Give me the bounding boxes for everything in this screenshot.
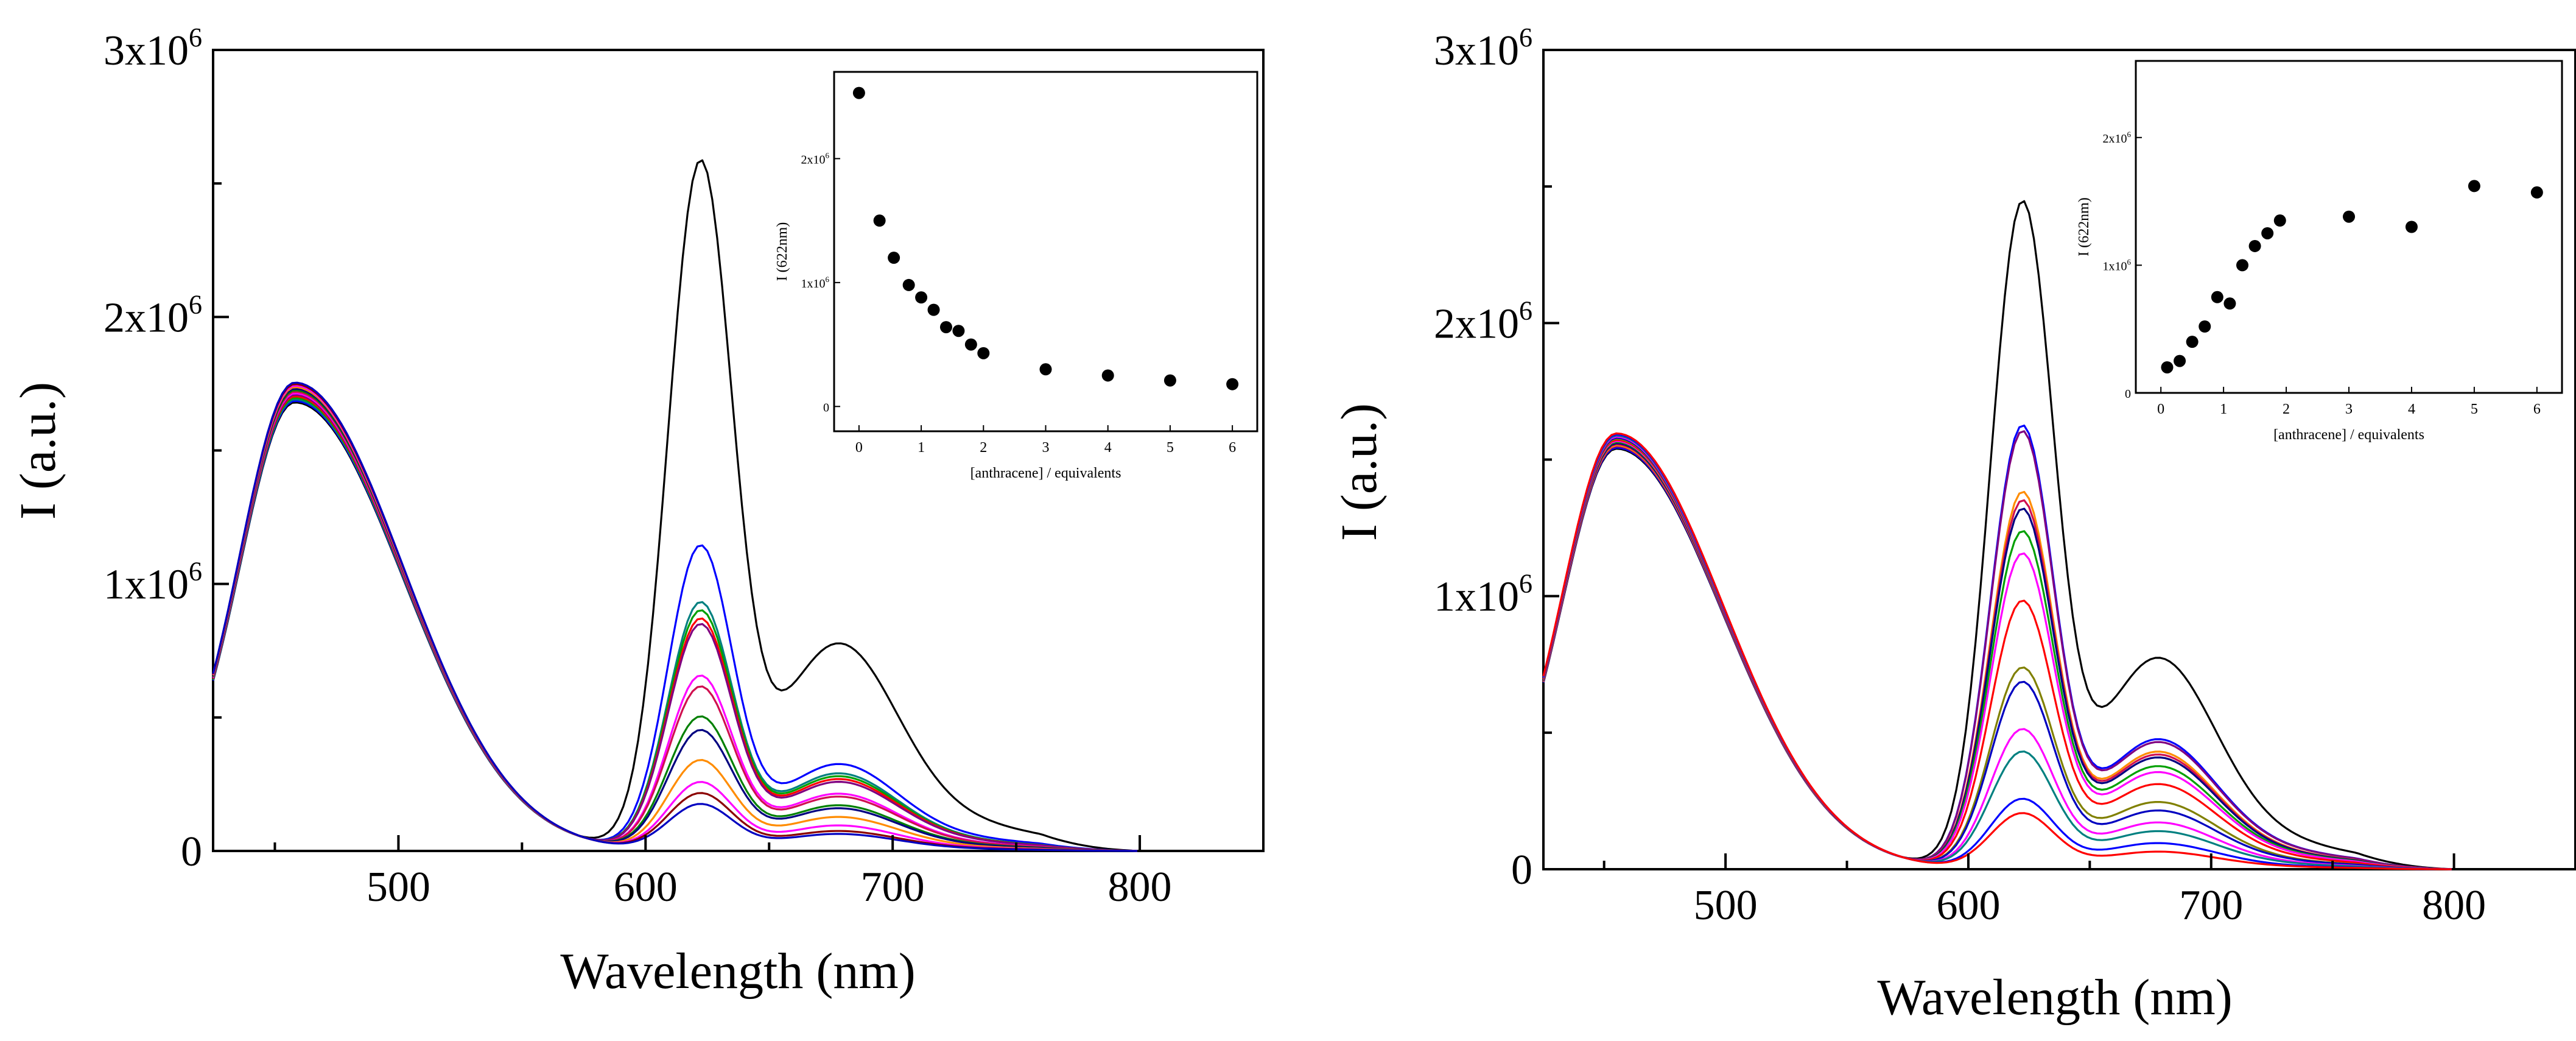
left-inset-data-point <box>1039 363 1052 376</box>
left-inset-data-point <box>977 347 990 359</box>
right-inset-data-point <box>2405 221 2418 233</box>
left-inset-frame <box>833 71 1258 432</box>
left-inset-y-label: I (622nm) <box>774 222 790 281</box>
left-inset-y-tick-label: 2x106 <box>801 150 830 166</box>
right-inset-data-point <box>2161 361 2174 374</box>
right-inset-data-point <box>2236 259 2248 272</box>
left-inset-plot: 0 1 2 3 4 5 6 0 1x106 2x106 [anthracene] / equival… <box>774 71 1258 481</box>
left-inset-data-point <box>964 338 977 351</box>
right-inset-x-tick-label: 3 <box>2345 401 2353 417</box>
right-inset-x-tick-label: 1 <box>2220 401 2227 417</box>
left-y-axis-label: I (a.u.) <box>10 382 66 520</box>
left-inset-data-point <box>1163 374 1176 387</box>
right-y-tick-label: 3x106 <box>1434 23 1532 74</box>
left-x-tick-label: 800 <box>1108 864 1172 911</box>
right-inset-x-tick-label: 0 <box>2157 401 2164 417</box>
right-inset-x-tick-label: 5 <box>2471 401 2478 417</box>
right-inset-x-tick-label: 6 <box>2533 401 2541 417</box>
right-inset-frame <box>2135 60 2563 394</box>
left-inset-data-point <box>952 325 965 337</box>
left-series-line <box>212 381 1137 852</box>
right-inset-x-label: [anthracene] / equivalents <box>2273 427 2424 443</box>
right-inset-plot: 0 1 2 3 4 5 6 0 1x106 2x106 [anthracene] / equival… <box>2076 60 2563 443</box>
right-inset-data-point <box>2248 239 2261 252</box>
left-y-tick-label: 3x106 <box>104 23 202 74</box>
left-inset-x-tick-label: 0 <box>855 440 863 456</box>
left-inset-data-point <box>927 303 940 316</box>
left-series-layer <box>212 159 1138 852</box>
left-inset-data-point <box>939 321 952 334</box>
right-y-ticks: 0 1x106 2x106 3x106 <box>1434 23 1559 894</box>
left-inset-x-tick-label: 3 <box>1042 440 1050 456</box>
right-inset-x-tick-label: 4 <box>2408 401 2415 417</box>
left-y-tick-label: 1x106 <box>104 557 202 609</box>
right-inset-data-point <box>2468 180 2480 192</box>
right-inset-y-tick-label: 2x106 <box>2103 130 2132 146</box>
right-inset-data-point <box>2186 336 2199 348</box>
right-x-axis-label: Wavelength (nm) <box>1877 969 2232 1026</box>
right-inset-data-point <box>2211 291 2223 303</box>
right-y-tick-label: 0 <box>1511 847 1532 894</box>
left-inset-x-label: [anthracene] / equivalents <box>970 465 1121 481</box>
right-inset-y-tick-label: 1x106 <box>2103 257 2132 273</box>
left-x-ticks: 500 600 700 800 <box>273 835 1265 911</box>
right-inset-data-point <box>2261 227 2274 239</box>
left-inset-data-point <box>1226 378 1239 390</box>
left-inset-y-tick-label: 0 <box>823 401 829 414</box>
left-inset-data-point <box>852 86 865 99</box>
right-x-ticks: 500 600 700 800 <box>1602 853 2576 929</box>
right-x-tick-label: 700 <box>2179 882 2243 929</box>
left-inset-x-tick-label: 1 <box>918 440 925 456</box>
right-inset-data-point <box>2273 214 2286 227</box>
right-y-tick-label: 1x106 <box>1434 569 1532 621</box>
left-y-tick-label: 0 <box>181 828 202 875</box>
right-inset-data-point <box>2199 320 2211 333</box>
left-inset-x-tick-label: 6 <box>1229 440 1236 456</box>
left-inset-x-tick-label: 4 <box>1104 440 1112 456</box>
right-series-line <box>1542 432 2452 870</box>
right-inset-data-point <box>2343 210 2355 223</box>
right-x-tick-label: 800 <box>2422 882 2486 929</box>
right-inset-x-tick-label: 2 <box>2283 401 2290 417</box>
left-inset-x-tick-label: 2 <box>980 440 987 456</box>
left-y-ticks: 0 1x106 2x106 3x106 <box>104 23 229 875</box>
right-inset-data-point <box>2174 355 2186 367</box>
right-inset-y-tick-label: 0 <box>2125 387 2131 401</box>
left-inset-data-point <box>873 214 886 227</box>
right-series-line <box>1542 430 2452 870</box>
right-series-layer <box>1542 200 2452 870</box>
right-series-line <box>1542 436 2452 870</box>
right-x-tick-label: 500 <box>1694 882 1758 929</box>
right-series-line <box>1542 434 2452 870</box>
right-inset-data-point <box>2223 297 2236 310</box>
right-series-line <box>1542 425 2452 870</box>
left-inset-data-point <box>902 278 915 291</box>
right-x-tick-label: 600 <box>1936 882 2000 929</box>
left-inset-data-point <box>888 252 900 264</box>
left-y-tick-label: 2x106 <box>104 289 202 341</box>
left-x-axis-label: Wavelength (nm) <box>560 943 915 1000</box>
right-inset-y-label: I (622nm) <box>2076 197 2092 256</box>
left-x-tick-label: 700 <box>861 864 925 911</box>
left-inset-x-tick-label: 5 <box>1167 440 1174 456</box>
right-y-tick-label: 2x106 <box>1434 295 1532 347</box>
left-inset-data-point <box>1101 369 1114 382</box>
left-x-tick-label: 600 <box>614 864 678 911</box>
right-inset-data-point <box>2530 186 2543 199</box>
left-x-tick-label: 500 <box>367 864 430 911</box>
right-series-line <box>1542 433 2452 870</box>
left-inset-y-tick-label: 1x106 <box>801 275 830 291</box>
right-y-axis-label: I (a.u.) <box>1331 403 1388 541</box>
left-inset-data-point <box>915 291 928 304</box>
